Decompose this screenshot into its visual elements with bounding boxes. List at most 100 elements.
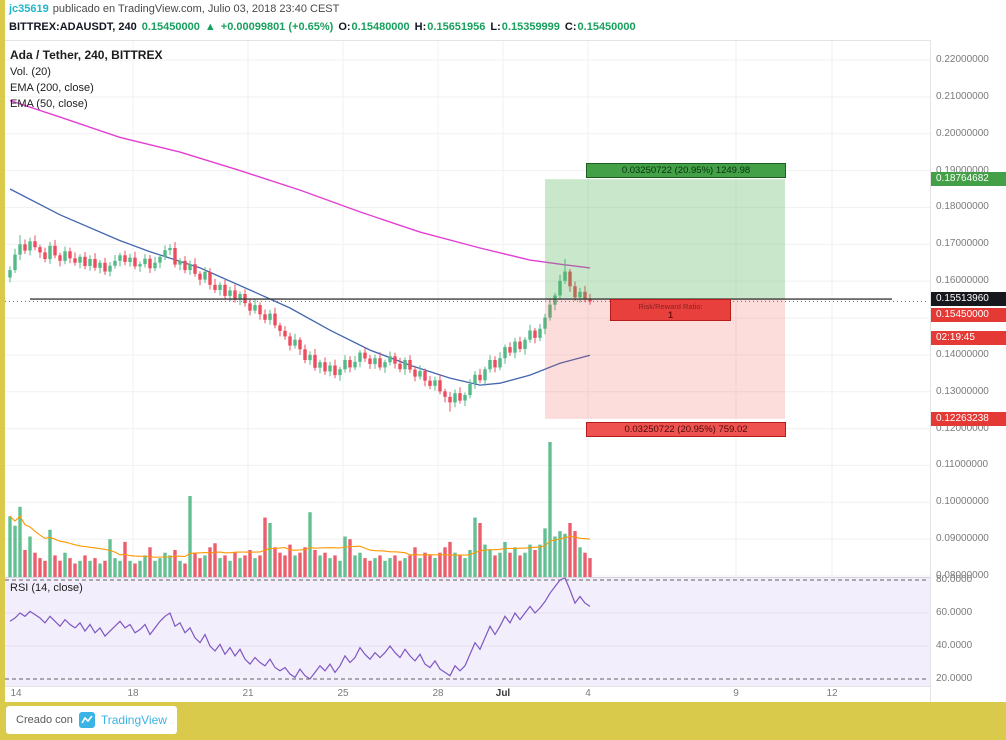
candle-body: [353, 361, 357, 368]
volume-bar: [313, 550, 317, 577]
volume-bar: [563, 533, 567, 577]
volume-bar: [238, 558, 242, 577]
candle-body: [478, 374, 482, 381]
volume-bar: [23, 550, 27, 577]
volume-bar: [143, 555, 147, 577]
volume-bar: [453, 552, 457, 577]
symbol-name[interactable]: BITTREX:ADAUSDT, 240: [9, 21, 137, 33]
volume-bar: [408, 555, 412, 577]
chart-legend-title[interactable]: Ada / Tether, 240, BITTREX: [10, 48, 163, 62]
volume-bar: [248, 550, 252, 577]
volume-bar: [158, 558, 162, 577]
rsi-pane-background[interactable]: [5, 577, 930, 686]
candle-body: [98, 262, 102, 268]
volume-bar: [328, 558, 332, 577]
stop-zone[interactable]: [545, 299, 785, 419]
volume-bar: [258, 555, 262, 577]
candle-body: [48, 245, 52, 260]
candle-body: [338, 369, 342, 376]
volume-bar: [448, 541, 452, 577]
candle-body: [313, 354, 317, 368]
volume-bar: [418, 558, 422, 577]
volume-bar: [63, 552, 67, 577]
time-scale[interactable]: [5, 686, 930, 702]
candle-body: [443, 391, 447, 397]
candle-body: [288, 336, 292, 346]
volume-bar: [478, 523, 482, 577]
candle-body: [218, 284, 222, 290]
username-link[interactable]: jc35619: [9, 3, 49, 15]
volume-bar: [578, 547, 582, 577]
candle-body: [13, 254, 17, 271]
volume-bar: [378, 555, 382, 577]
volume-bar: [528, 544, 532, 577]
candle-body: [383, 362, 387, 368]
candle-body: [363, 352, 367, 359]
candle-body: [93, 259, 97, 268]
candle-body: [268, 313, 272, 320]
volume-bar: [173, 550, 177, 577]
volume-bar: [463, 558, 467, 577]
price-scale[interactable]: [930, 40, 1006, 702]
candle-body: [283, 330, 287, 337]
volume-bar: [363, 558, 367, 577]
volume-bar: [203, 555, 207, 577]
volume-ma-line: [9, 515, 591, 558]
volume-bar: [8, 516, 12, 577]
candle-body: [463, 395, 467, 401]
volume-bar: [498, 552, 502, 577]
candle-body: [523, 339, 527, 349]
candle-body: [108, 265, 112, 272]
volume-bar: [83, 555, 87, 577]
publish-text: publicado en TradingView.com, Julio 03, …: [52, 3, 340, 15]
volume-bar: [53, 555, 57, 577]
open-label: O:: [338, 21, 351, 33]
volume-bar: [208, 547, 212, 577]
candle-body: [528, 330, 532, 340]
candle-body: [303, 349, 307, 360]
close-label: C:: [564, 21, 577, 33]
candle-body: [548, 304, 552, 318]
volume-bar: [198, 558, 202, 577]
volume-bar: [473, 517, 477, 577]
candle-body: [408, 360, 412, 370]
volume-bar: [213, 543, 217, 577]
legend-volume[interactable]: Vol. (20): [10, 66, 51, 78]
candle-body: [233, 290, 237, 300]
change-arrow-icon: ▲: [204, 21, 216, 33]
volume-bar: [338, 560, 342, 577]
candle-body: [33, 241, 37, 248]
volume-bar: [268, 523, 272, 577]
legend-rsi[interactable]: RSI (14, close): [10, 582, 83, 594]
candle-body: [373, 358, 377, 365]
legend-ema200[interactable]: EMA (200, close): [10, 82, 94, 94]
low-label: L:: [490, 21, 501, 33]
volume-bar: [113, 558, 117, 577]
candle-body: [468, 384, 472, 396]
legend-ema50[interactable]: EMA (50, close): [10, 98, 88, 110]
volume-bar: [218, 558, 222, 577]
candle-body: [423, 371, 427, 381]
ema200-line: [9, 99, 591, 269]
profit-zone[interactable]: [545, 179, 785, 299]
tradingview-logo-icon: [78, 712, 95, 728]
price-pane-background[interactable]: [5, 40, 930, 577]
candle-body: [543, 317, 547, 329]
candle-body: [413, 369, 417, 377]
attribution-badge[interactable]: Creado con TradingView: [6, 706, 177, 734]
volume-bar: [88, 560, 92, 577]
volume-bar: [388, 558, 392, 577]
volume-bar: [13, 525, 17, 577]
volume-bar: [253, 558, 257, 577]
candle-body: [458, 393, 462, 401]
candle-body: [188, 264, 192, 271]
volume-bar: [543, 528, 547, 577]
candle-body: [58, 255, 62, 261]
candle-body: [433, 380, 437, 386]
volume-bar: [98, 563, 102, 577]
volume-bar: [403, 558, 407, 577]
candle-body: [278, 325, 282, 331]
publish-info: jc35619 publicado en TradingView.com, Jul…: [9, 3, 339, 15]
